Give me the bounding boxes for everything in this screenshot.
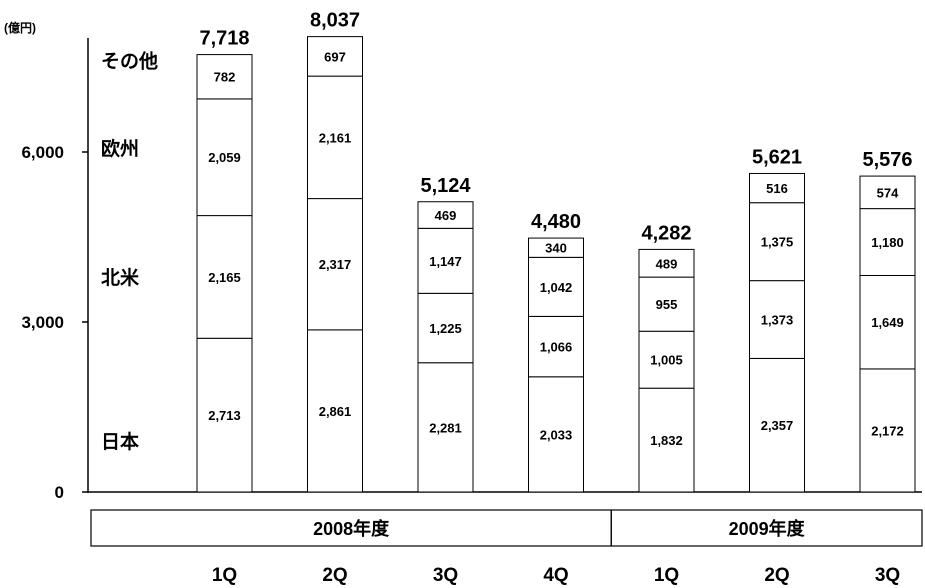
legend-label: 北米 xyxy=(101,266,140,289)
bar-segment xyxy=(528,315,584,378)
year-group-label: 2009年度 xyxy=(729,518,806,539)
bar-segment xyxy=(528,237,584,258)
segment-value-label: 2,281 xyxy=(429,420,462,435)
segment-value-label: 1,225 xyxy=(429,321,462,336)
bar-segment xyxy=(749,172,805,204)
segment-value-label: 2,861 xyxy=(319,404,352,419)
bar-segment xyxy=(417,292,474,364)
segment-value-label: 489 xyxy=(656,256,678,271)
y-axis-unit: (億円) xyxy=(4,20,36,35)
y-tick-label: 3,000 xyxy=(21,313,64,332)
segment-value-label: 1,147 xyxy=(429,254,462,269)
segment-value-label: 1,042 xyxy=(540,280,573,295)
x-tick-label: 3Q xyxy=(433,565,458,586)
segment-value-label: 955 xyxy=(656,297,678,312)
bar-total-label: 5,621 xyxy=(752,146,802,168)
segment-value-label: 2,059 xyxy=(208,150,241,165)
bar-segment xyxy=(859,208,916,276)
y-tick-label: 6,000 xyxy=(21,143,64,162)
segment-value-label: 574 xyxy=(877,185,899,200)
bar-total-label: 8,037 xyxy=(310,10,360,32)
legend-label: その他 xyxy=(101,50,158,73)
bar-total-label: 5,576 xyxy=(862,149,912,171)
bar-segment xyxy=(859,274,916,370)
bar-segment xyxy=(417,227,474,294)
segment-value-label: 2,033 xyxy=(540,427,573,442)
bar-total-label: 4,480 xyxy=(531,211,581,233)
segment-value-label: 2,165 xyxy=(208,270,241,285)
y-tick-label: 0 xyxy=(55,483,64,502)
bar-segment xyxy=(196,54,253,100)
segment-value-label: 1,373 xyxy=(761,313,794,328)
segment-value-label: 2,357 xyxy=(761,418,794,433)
legend-label: 日本 xyxy=(101,430,139,453)
bar-segment xyxy=(638,248,695,278)
bar-segment xyxy=(749,357,805,493)
bar-total-label: 4,282 xyxy=(641,222,691,244)
bar-segment xyxy=(196,215,253,339)
segment-value-label: 516 xyxy=(766,181,788,196)
x-tick-label: 2Q xyxy=(764,565,789,586)
segment-value-label: 2,172 xyxy=(871,423,904,438)
bar-segment xyxy=(749,280,805,359)
segment-value-label: 782 xyxy=(214,70,236,85)
bar-segment xyxy=(859,175,916,210)
bar-total-label: 7,718 xyxy=(199,28,249,50)
segment-value-label: 1,005 xyxy=(650,353,683,368)
bar-segment xyxy=(196,337,253,493)
segment-value-label: 340 xyxy=(545,241,567,256)
bar-segment xyxy=(307,75,363,200)
x-tick-label: 1Q xyxy=(654,565,679,586)
bar-segment xyxy=(638,330,695,389)
bar-total-label: 5,124 xyxy=(420,175,471,197)
x-tick-label: 3Q xyxy=(875,565,900,586)
year-group-label: 2008年度 xyxy=(313,518,390,539)
segment-value-label: 2,713 xyxy=(208,408,241,423)
segment-value-label: 1,832 xyxy=(650,433,683,448)
year-group-box xyxy=(610,509,923,547)
segment-value-label: 2,161 xyxy=(319,130,352,145)
x-tick-label: 2Q xyxy=(322,565,347,586)
segment-value-label: 1,649 xyxy=(871,315,904,330)
x-tick-label: 1Q xyxy=(212,565,237,586)
segment-value-label: 2,317 xyxy=(319,257,352,272)
bar-segment xyxy=(417,201,474,229)
segment-value-label: 697 xyxy=(324,49,346,64)
bar-segment xyxy=(638,276,695,332)
bar-segment xyxy=(528,376,584,493)
segment-value-label: 1,066 xyxy=(540,340,573,355)
x-tick-label: 4Q xyxy=(543,565,568,586)
segment-value-label: 1,180 xyxy=(871,235,904,250)
bar-segment xyxy=(528,256,584,317)
bar-segment xyxy=(307,36,363,77)
legend-label: 欧州 xyxy=(101,137,139,160)
bar-segment xyxy=(859,368,916,493)
bar-segment xyxy=(417,362,474,493)
segment-value-label: 1,375 xyxy=(761,235,794,250)
segment-value-label: 469 xyxy=(435,208,457,223)
